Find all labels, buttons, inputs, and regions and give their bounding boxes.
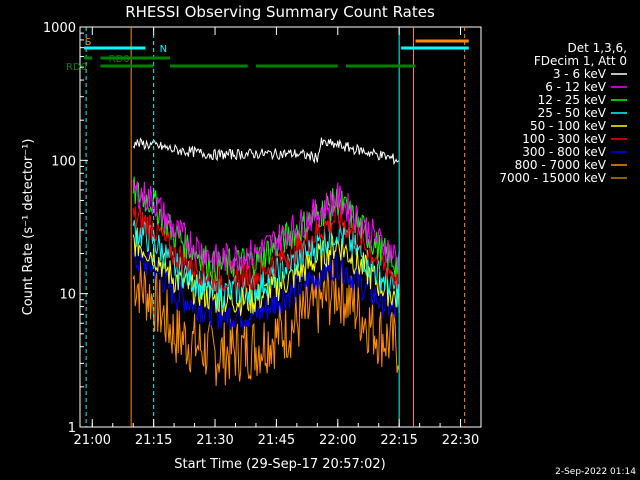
legend-label: 12 - 25 keV <box>538 93 607 107</box>
series-layer <box>132 137 400 387</box>
series-line <box>132 201 400 294</box>
legend-label: 6 - 12 keV <box>545 80 607 94</box>
legend-label: 25 - 50 keV <box>538 106 607 120</box>
series-line <box>132 179 400 274</box>
x-tick-label: 22:00 <box>319 433 356 448</box>
series-line <box>132 259 400 387</box>
x-tick-label: 21:45 <box>258 433 295 448</box>
flags-layer: S N RD0 RD0 <box>66 27 469 427</box>
y-tick-label: 10 <box>59 288 76 303</box>
legend-header-1: Det 1,3,6, <box>568 41 628 55</box>
x-axis-label: Start Time (29-Sep-17 20:57:02) <box>174 457 385 472</box>
chart-title: RHESSI Observing Summary Count Rates <box>125 3 435 21</box>
ticks-layer: 21:00 21:15 21:30 21:45 22:00 22:15 22:30 1 10 10… <box>43 21 479 448</box>
legend-label: 7000 - 15000 keV <box>499 171 606 185</box>
x-tick-label: 22:30 <box>442 433 479 448</box>
plot-frame <box>79 26 482 428</box>
series-line <box>132 227 400 316</box>
flag-label: RD0 <box>66 62 87 73</box>
x-tick-label: 21:00 <box>74 433 111 448</box>
flag-label: RD0 <box>109 54 130 65</box>
footer-timestamp: 2-Sep-2022 01:14 <box>555 467 636 477</box>
x-tick-label: 21:15 <box>135 433 172 448</box>
series-line <box>132 137 400 166</box>
y-tick-label: 100 <box>51 154 76 169</box>
legend-label: 100 - 300 keV <box>522 132 606 146</box>
legend-label: 3 - 6 keV <box>553 67 607 81</box>
x-tick-label: 21:30 <box>196 433 233 448</box>
y-tick-label: 1 <box>68 421 76 436</box>
legend-label: 50 - 100 keV <box>530 119 607 133</box>
y-axis-label: Count Rate (s⁻¹ detector⁻¹) <box>21 139 36 316</box>
legend-header-2: FDecim 1, Att 0 <box>534 54 627 68</box>
y-tick-label: 1000 <box>43 21 76 36</box>
flag-label: N <box>160 44 167 55</box>
legend-label: 300 - 800 keV <box>522 145 606 159</box>
legend-label: 800 - 7000 keV <box>515 158 607 172</box>
x-tick-label: 22:15 <box>380 433 417 448</box>
plot-area <box>79 26 482 428</box>
flag-label: S <box>85 37 91 48</box>
